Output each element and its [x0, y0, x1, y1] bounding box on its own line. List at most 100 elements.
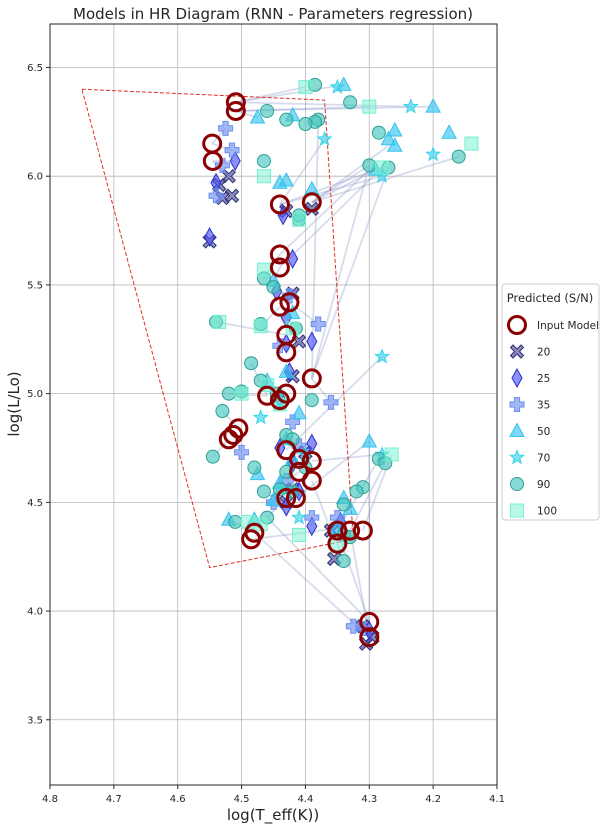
- predicted-point-sn90: [221, 386, 236, 401]
- prediction-link: [311, 453, 383, 462]
- input-model-point: [285, 487, 306, 508]
- input-model-point: [225, 100, 246, 121]
- input-model-point: [359, 627, 380, 648]
- predicted-point-sn90: [343, 95, 358, 110]
- predicted-point-sn50: [441, 124, 457, 139]
- predicted-point-sn35: [234, 444, 250, 460]
- predicted-point-sn100: [292, 527, 307, 542]
- predicted-point-sn90: [336, 554, 351, 569]
- prediction-link: [279, 166, 383, 206]
- x-tick-label: 4.6: [170, 794, 186, 805]
- predicted-point-sn100: [384, 447, 399, 462]
- input-model-point: [279, 292, 300, 313]
- input-model-point: [269, 296, 290, 317]
- prediction-link: [235, 86, 306, 104]
- predicted-point-sn90: [215, 404, 230, 419]
- input-model-point: [359, 611, 380, 632]
- input-model-point: [257, 385, 278, 406]
- legend-label: 25: [537, 373, 550, 385]
- prediction-link: [235, 101, 411, 108]
- predicted-point-sn50: [291, 404, 307, 420]
- prediction-link: [215, 320, 287, 336]
- x-axis-title: log(T_eff(K)): [227, 806, 319, 825]
- predicted-point-sn50: [278, 171, 295, 187]
- predicted-point-sn90: [304, 393, 319, 408]
- legend-marker-sn20: [509, 344, 525, 359]
- input-model-point: [202, 150, 223, 171]
- prediction-link: [266, 516, 370, 623]
- predicted-point-sn50: [249, 108, 266, 124]
- prediction-link: [310, 165, 371, 379]
- legend-label: 35: [537, 400, 550, 412]
- predicted-point-sn100: [375, 160, 390, 175]
- predicted-point-sn90: [256, 484, 271, 499]
- y-tick-label: 5.5: [27, 280, 43, 291]
- x-tick-label: 4.3: [361, 794, 377, 805]
- legend: Predicted (S/N) Input Model 20 25 35 50 70 90 1…: [501, 283, 600, 521]
- input-model-point: [340, 520, 361, 541]
- prediction-link: [288, 301, 319, 325]
- input-model-point: [269, 194, 290, 215]
- predicted-point-sn35: [345, 618, 361, 634]
- predicted-point-sn90: [266, 280, 281, 295]
- prediction-link: [279, 166, 383, 269]
- predicted-point-sn50: [386, 137, 403, 152]
- y-tick-label: 3.5: [27, 715, 43, 726]
- predicted-point-sn70: [374, 348, 391, 364]
- predicted-point-sn35: [208, 188, 224, 204]
- input-model-point: [276, 383, 297, 404]
- predicted-point-sn100: [256, 262, 271, 277]
- prediction-link: [279, 169, 370, 256]
- input-model-point: [301, 451, 322, 472]
- legend-marker-input-model: [507, 315, 527, 335]
- legend-marker-sn25: [511, 367, 523, 389]
- input-model-point: [269, 257, 290, 278]
- input-model-point: [327, 533, 348, 554]
- predicted-point-sn50: [425, 98, 441, 113]
- input-model-point: [276, 487, 297, 508]
- predicted-point-sn90: [279, 112, 294, 127]
- tick-layer: 4.8 4.7 4.6 4.5 4.4 4.3 4.2 4.1 3.5 4.0 4.5 5.0 5.5 6…: [27, 63, 505, 805]
- predicted-point-sn50: [386, 121, 403, 137]
- legend-label: 70: [537, 453, 550, 465]
- predicted-point-sn50: [361, 432, 378, 448]
- prediction-link: [279, 138, 326, 205]
- input-model-point: [269, 390, 290, 411]
- input-model-layer: [202, 92, 380, 648]
- predicted-point-sn70: [291, 509, 308, 525]
- y-tick-label: 6.0: [27, 172, 43, 183]
- predicted-point-sn100: [253, 319, 268, 334]
- predicted-point-sn35: [323, 394, 339, 410]
- x-tick-label: 4.4: [297, 794, 313, 805]
- predicted-point-sn90: [256, 153, 271, 168]
- y-tick-label: 6.5: [27, 63, 43, 74]
- predicted-point-sn100: [256, 169, 271, 184]
- y-tick-label: 4.5: [27, 498, 43, 509]
- predicted-point-sn35: [218, 120, 234, 136]
- y-tick-label: 4.0: [27, 607, 43, 618]
- predicted-point-sn70: [316, 130, 333, 147]
- predicted-point-sn90: [244, 356, 259, 371]
- predicted-point-sn70: [425, 146, 442, 162]
- predicted-point-sn90: [260, 103, 275, 118]
- predicted-point-sn35: [224, 142, 240, 158]
- prediction-link: [349, 462, 387, 532]
- predicted-point-sn90: [228, 514, 243, 529]
- input-model-point: [218, 429, 239, 450]
- predicted-point-sn50: [278, 363, 295, 378]
- legend-marker-sn70: [508, 449, 526, 465]
- predicted-point-sn90: [205, 449, 220, 464]
- input-model-point: [276, 342, 297, 363]
- legend-marker-sn100: [510, 503, 524, 518]
- prediction-link: [311, 164, 370, 204]
- input-model-point: [301, 192, 322, 213]
- legend-items: Input Model 20 25 35 50 70 90 100: [507, 315, 599, 518]
- predicted-point-sn90: [298, 117, 313, 132]
- predicted-point-sn90: [371, 125, 386, 140]
- predicted-point-sn35: [304, 510, 320, 526]
- x-tick-label: 4.2: [425, 794, 441, 805]
- legend-label: 20: [537, 347, 550, 359]
- predicted-point-sn100: [212, 314, 227, 329]
- chart-title: Models in HR Diagram (RNN - Parameters r…: [73, 5, 473, 23]
